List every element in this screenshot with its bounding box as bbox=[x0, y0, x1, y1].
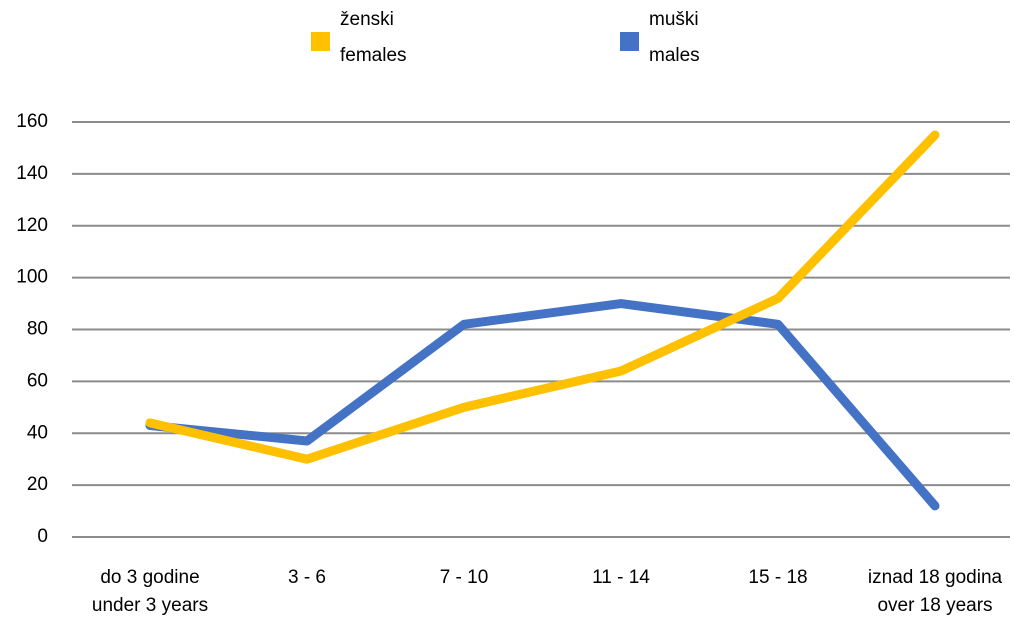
legend-swatch bbox=[311, 32, 330, 51]
legend-label: males bbox=[649, 45, 700, 66]
legend-label: ženski bbox=[340, 9, 394, 30]
x-tick-label: 7 - 10 bbox=[440, 567, 489, 588]
legend-swatch bbox=[620, 32, 639, 51]
x-tick-label: 11 - 14 bbox=[592, 567, 650, 588]
x-tick-label: under 3 years bbox=[92, 595, 208, 616]
x-tick-label: do 3 godine bbox=[100, 567, 199, 588]
y-tick-label: 80 bbox=[27, 319, 48, 340]
y-tick-label: 20 bbox=[27, 474, 48, 495]
y-tick-label: 0 bbox=[37, 526, 48, 547]
x-tick-label: over 18 years bbox=[877, 595, 992, 616]
y-tick-label: 140 bbox=[16, 163, 48, 184]
y-tick-label: 60 bbox=[27, 370, 48, 391]
y-tick-label: 40 bbox=[27, 422, 48, 443]
y-tick-label: 120 bbox=[16, 215, 48, 236]
legend-label: females bbox=[340, 45, 407, 66]
x-tick-label: iznad 18 godina bbox=[868, 567, 1003, 588]
series-line bbox=[145, 299, 940, 511]
y-tick-label: 100 bbox=[16, 267, 48, 288]
series-line bbox=[145, 130, 940, 464]
x-tick-label: 3 - 6 bbox=[288, 567, 326, 588]
y-tick-label: 160 bbox=[16, 111, 48, 132]
legend-label: muški bbox=[649, 9, 699, 30]
x-tick-label: 15 - 18 bbox=[748, 567, 807, 588]
